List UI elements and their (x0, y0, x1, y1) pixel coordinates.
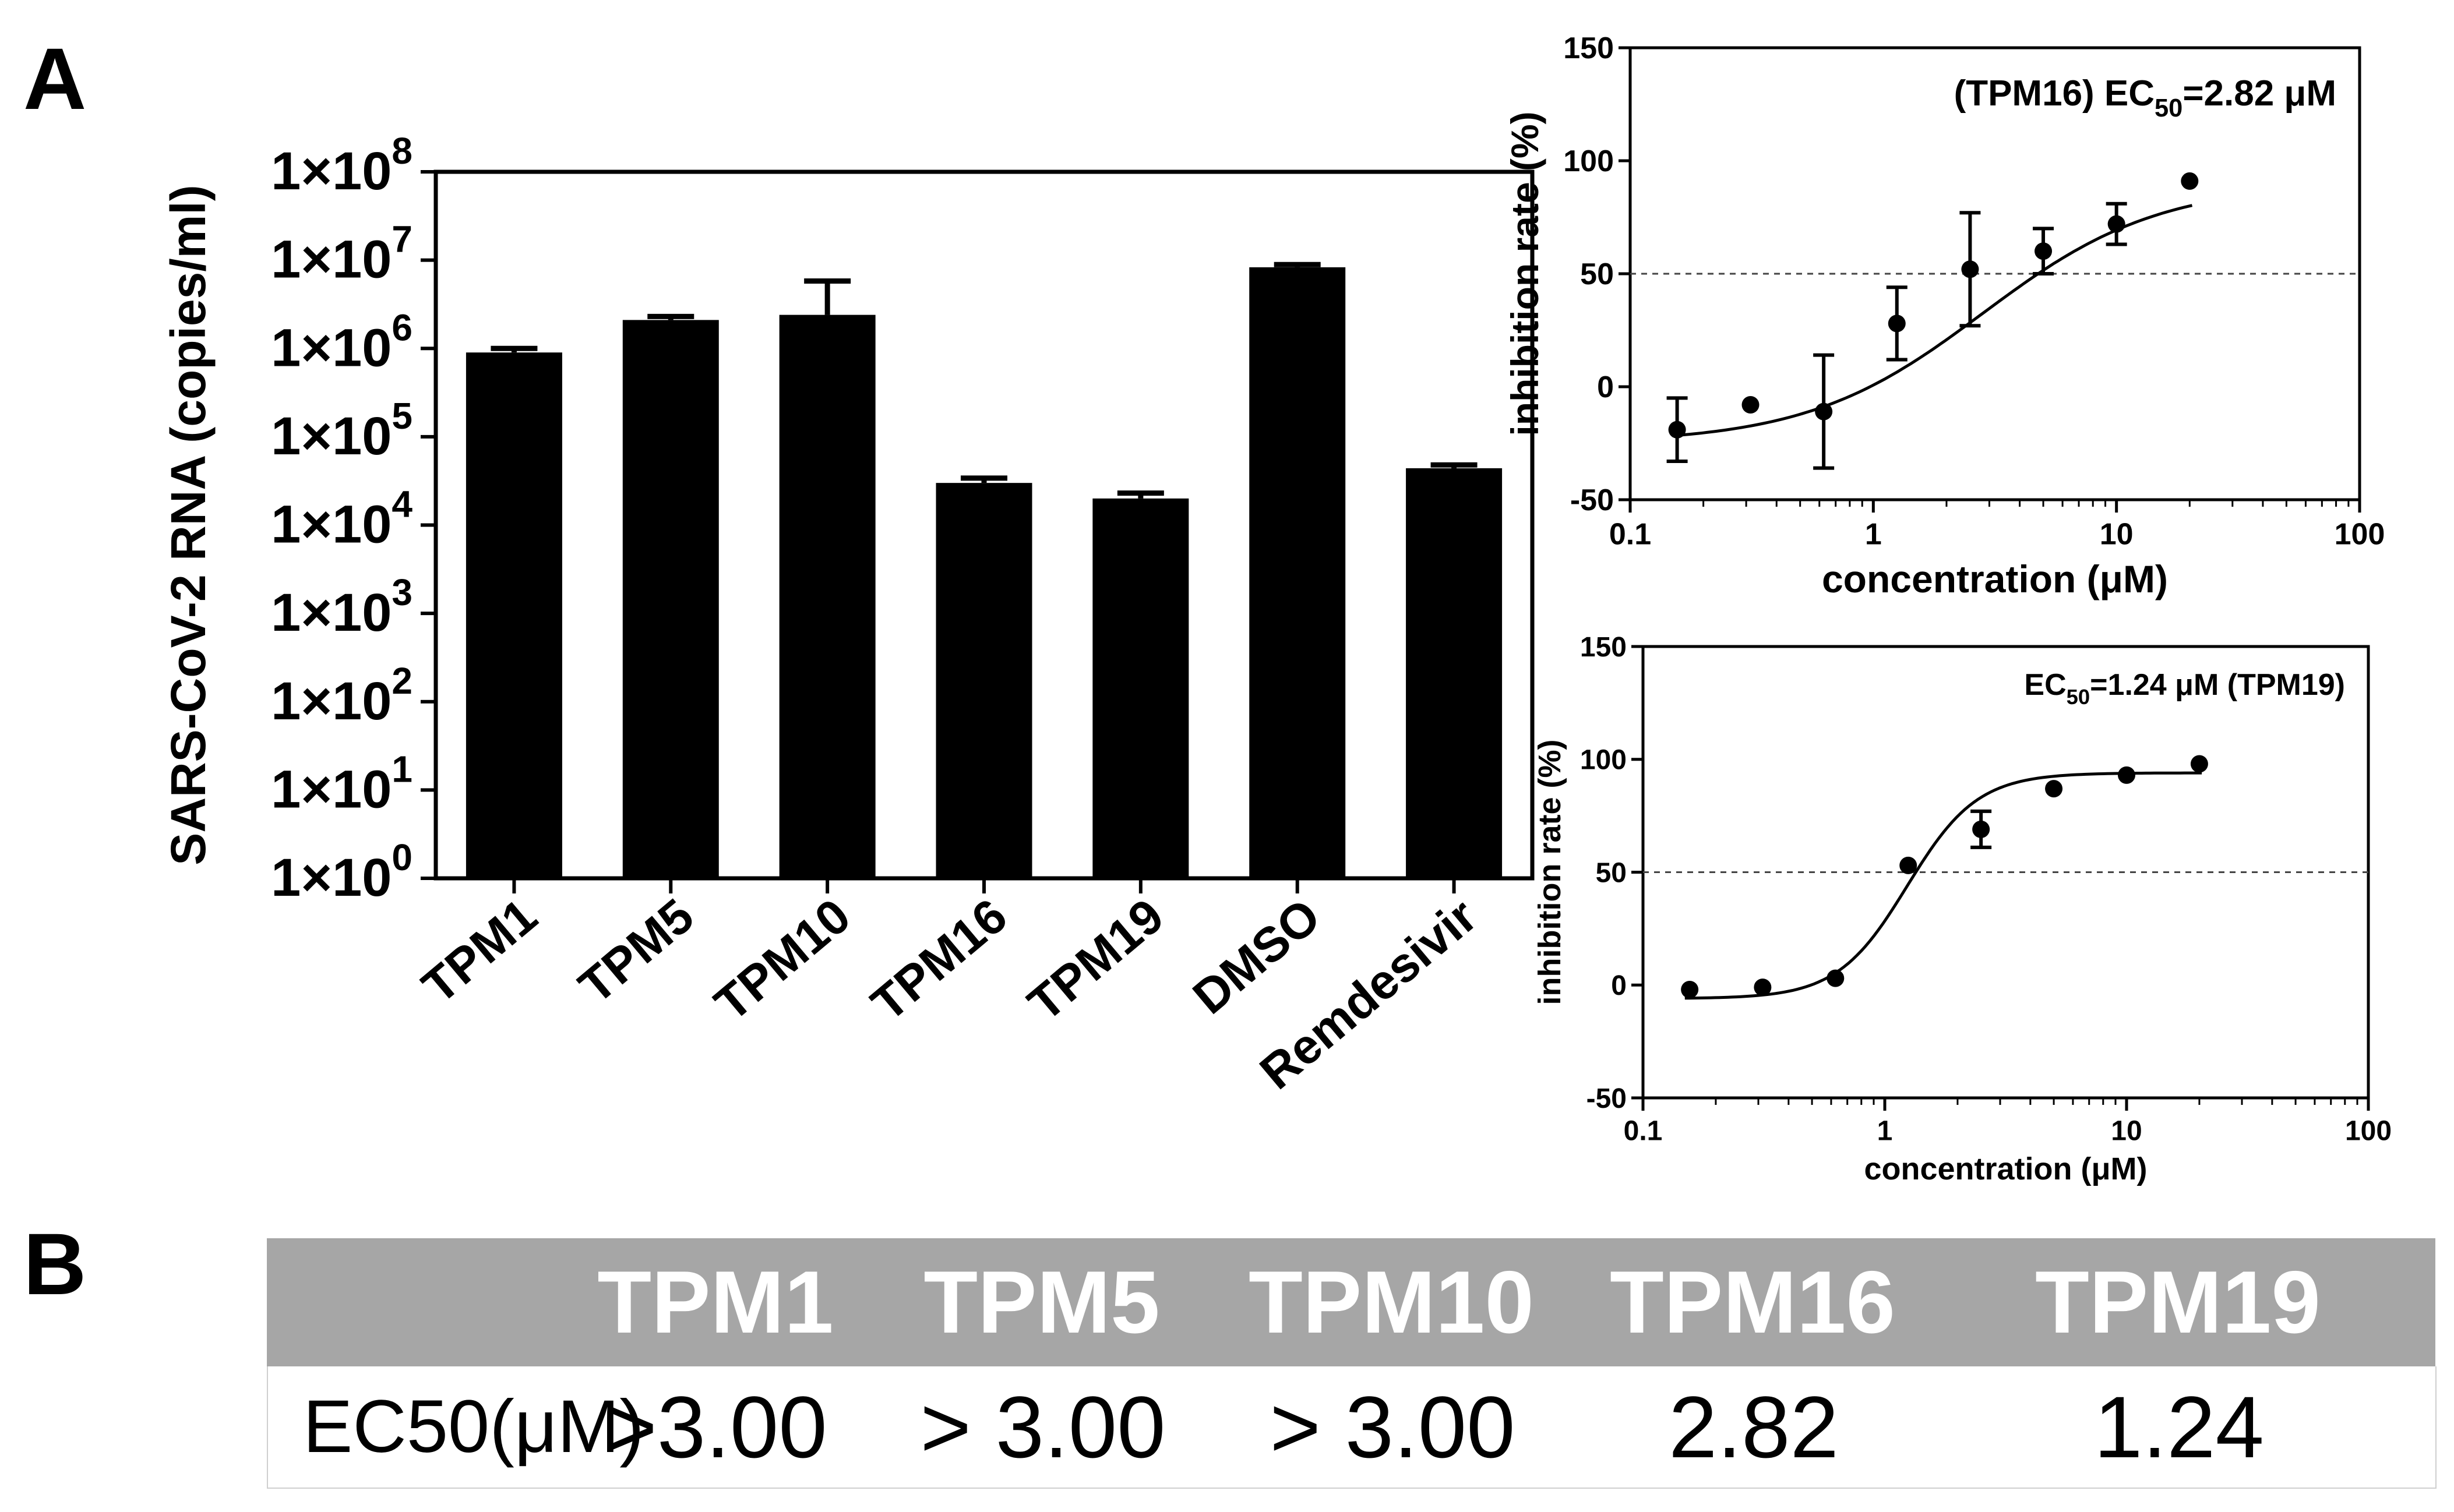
x-tick-label: 10 (2111, 1115, 2142, 1146)
y-axis-label: inhibition rate (%) (1503, 111, 1546, 436)
plot-frame (1641, 645, 2370, 1100)
y-tick-label: 0 (1597, 370, 1614, 404)
table-col-tpm10: TPM10 (1249, 1253, 1534, 1352)
table-col-tpm5: TPM5 (923, 1253, 1160, 1352)
data-point (2118, 766, 2135, 784)
x-tick-label: 10 (2100, 518, 2134, 552)
panel-label-a: A (23, 30, 87, 128)
data-point (1961, 260, 1979, 278)
fit-curve (1672, 204, 2193, 437)
data-point (1681, 981, 1699, 998)
ec50-annotation: EC50=1.24 μM (TPM19) (2024, 668, 2345, 709)
x-axis-label: concentration (μM) (1822, 557, 2168, 600)
bar-tpm5 (622, 320, 719, 878)
data-point (1827, 969, 1845, 987)
table-col-tpm16: TPM16 (1610, 1253, 1895, 1352)
x-tick-label: 0.1 (1609, 518, 1651, 552)
y-tick-label: 1×103 (271, 571, 412, 642)
y-axis-label: SARS-CoV-2 RNA (copies/ml) (161, 185, 216, 865)
table-row-label: EC50(μM) (303, 1385, 644, 1468)
table-row: EC50(μM) >3.00 > 3.00 > 3.00 2.82 1.24 (267, 1366, 2437, 1489)
data-point (1815, 402, 1833, 421)
bar-tpm1 (466, 352, 562, 878)
data-point (1741, 396, 1760, 414)
y-tick-label: 1×100 (271, 836, 412, 907)
data-point (1972, 820, 1990, 838)
y-tick-label: 100 (1580, 745, 1627, 776)
x-axis-label: concentration (μM) (1864, 1151, 2147, 1186)
y-tick-label: 1×102 (271, 660, 412, 731)
y-axis-label: inhibition rate (%) (1532, 740, 1567, 1005)
y-tick-label: 150 (1580, 632, 1627, 663)
x-tick-label: 1 (1877, 1115, 1893, 1146)
table-value-tpm5: > 3.00 (920, 1378, 1166, 1476)
x-tick-label: 100 (2335, 518, 2385, 552)
bar-remdesivir (1406, 468, 1503, 878)
panel-label-b: B (23, 1215, 87, 1313)
table-value-tpm1: >3.00 (606, 1378, 827, 1476)
y-tick-label: 1×108 (271, 130, 412, 201)
data-point (2035, 242, 2053, 260)
ec50-annotation: (TPM16) EC50=2.82 μM (1954, 73, 2336, 122)
table-col-tpm19: TPM19 (2035, 1253, 2321, 1352)
table-header: TPM1 TPM5 TPM10 TPM16 TPM19 (267, 1238, 2435, 1366)
dose-response-tpm16: -50 0 50 100 150 0.1 1 10 100 concentration (μM) i… (1503, 31, 2385, 600)
data-point (2107, 215, 2125, 233)
data-point (1888, 315, 1906, 333)
data-point (2181, 172, 2199, 190)
y-tick-label: -50 (1570, 483, 1614, 517)
x-tick-label: 0.1 (1624, 1115, 1663, 1146)
y-tick-label: 1×104 (271, 483, 412, 554)
bar-tpm19 (1092, 498, 1189, 878)
x-tick-label: 1 (1865, 518, 1882, 552)
data-point (1899, 856, 1917, 874)
bar-chart: 1×100 1×101 1×102 1×103 1×104 1×105 1×106 1×107… (161, 130, 1535, 1100)
y-tick-label: -50 (1586, 1083, 1627, 1114)
y-tick-label: 1×105 (271, 395, 412, 466)
y-tick-label: 50 (1580, 257, 1614, 291)
bar-tpm10 (779, 315, 876, 878)
y-tick-label: 150 (1563, 31, 1614, 65)
bar-dmso (1249, 267, 1346, 878)
data-point (2045, 780, 2063, 798)
y-tick-label: 0 (1611, 970, 1627, 1001)
ec50-table: TPM1 TPM5 TPM10 TPM16 TPM19 EC50(μM) >3.… (267, 1238, 2437, 1489)
dose-response-tpm19: -50 0 50 100 150 0.1 1 10 100 concentration (μM) i… (1532, 632, 2392, 1186)
x-tick-label: 100 (2345, 1115, 2392, 1146)
bar-tpm16 (936, 483, 1032, 878)
table-col-tpm1: TPM1 (597, 1253, 834, 1352)
y-tick-label: 1×107 (271, 218, 412, 289)
y-tick-label: 1×101 (271, 748, 412, 819)
data-point (1668, 421, 1686, 439)
data-point (2190, 755, 2208, 773)
y-tick-label: 1×106 (271, 306, 412, 377)
y-tick-label: 100 (1563, 144, 1614, 178)
table-value-tpm16: 2.82 (1669, 1378, 1839, 1476)
table-value-tpm19: 1.24 (2094, 1378, 2264, 1476)
y-tick-label: 50 (1596, 857, 1627, 888)
fit-curve (1684, 771, 2202, 1000)
table-value-tpm10: > 3.00 (1270, 1378, 1515, 1476)
data-point (1754, 978, 1772, 997)
